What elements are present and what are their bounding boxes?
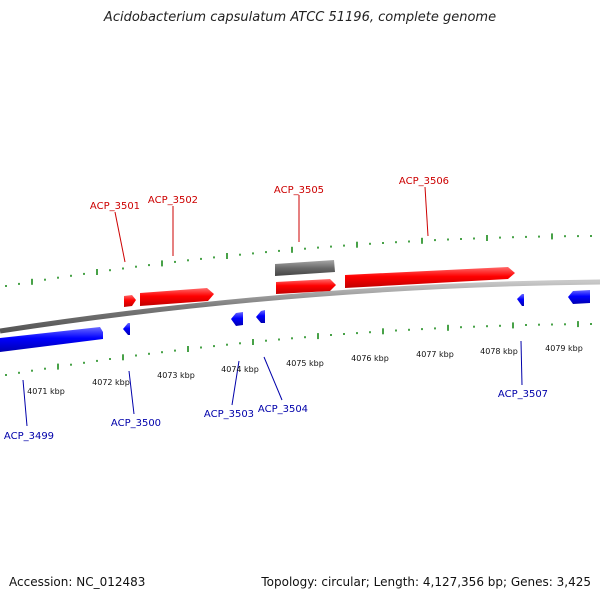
accession-text: Accession: NC_012483 <box>9 575 146 589</box>
gene-acp-3506-arrow[interactable] <box>345 267 515 288</box>
scale-label: 4072 kbp <box>92 378 130 387</box>
gene-acp-3501-arrow[interactable] <box>124 295 136 307</box>
gene-label-acp-3502[interactable]: ACP_3502 <box>148 195 198 206</box>
scale-labels: 4071 kbp 4072 kbp 4073 kbp 4074 kbp 4075… <box>27 344 583 396</box>
inner-tick-ring <box>5 321 592 376</box>
gene-acp-3507-arrow[interactable] <box>517 294 524 306</box>
scale-label: 4073 kbp <box>157 371 195 380</box>
gene-unlabeled-arrow[interactable] <box>568 290 590 304</box>
leader-line <box>22 379 28 427</box>
gene-acp-3502-arrow[interactable] <box>140 288 214 306</box>
reverse-strand <box>0 290 590 352</box>
forward-strand <box>124 267 515 307</box>
scale-label: 4077 kbp <box>416 350 454 359</box>
gene-acp-3500-arrow[interactable] <box>123 323 130 335</box>
leader-line <box>128 370 135 415</box>
leader-line <box>424 186 429 237</box>
leader-line <box>520 340 523 386</box>
feature-gray-block[interactable] <box>275 260 335 276</box>
gene-label-acp-3503[interactable]: ACP_3503 <box>204 409 254 420</box>
leader-line <box>231 360 240 406</box>
gene-acp-3505-arrow[interactable] <box>276 279 336 294</box>
gene-label-acp-3506[interactable]: ACP_3506 <box>399 176 449 187</box>
genome-summary-text: Topology: circular; Length: 4,127,356 bp… <box>261 575 591 589</box>
reverse-labels: ACP_3499 ACP_3500 ACP_3503 ACP_3504 ACP_… <box>4 340 548 442</box>
genome-backbone <box>0 279 600 334</box>
scale-label: 4071 kbp <box>27 387 65 396</box>
gene-label-acp-3507[interactable]: ACP_3507 <box>498 389 548 400</box>
forward-labels: ACP_3501 ACP_3502 ACP_3505 ACP_3506 <box>90 176 449 263</box>
gene-label-acp-3500[interactable]: ACP_3500 <box>111 418 161 429</box>
scale-label: 4079 kbp <box>545 344 583 353</box>
gene-acp-3499-arrow[interactable] <box>0 327 103 352</box>
gene-acp-3503-arrow[interactable] <box>231 312 243 326</box>
map-title: Acidobacterium capsulatum ATCC 51196, co… <box>103 10 497 25</box>
gene-label-acp-3505[interactable]: ACP_3505 <box>274 185 324 196</box>
gene-acp-3504-arrow[interactable] <box>256 310 265 323</box>
leader-line <box>263 356 283 401</box>
leader-line <box>114 211 126 263</box>
scale-label: 4076 kbp <box>351 354 389 363</box>
scale-label: 4078 kbp <box>480 347 518 356</box>
outer-tick-ring <box>5 233 592 287</box>
gene-label-acp-3501[interactable]: ACP_3501 <box>90 201 140 212</box>
gene-label-acp-3499[interactable]: ACP_3499 <box>4 431 54 442</box>
scale-label: 4075 kbp <box>286 359 324 368</box>
scale-label: 4074 kbp <box>221 365 259 374</box>
gene-label-acp-3504[interactable]: ACP_3504 <box>258 404 308 415</box>
